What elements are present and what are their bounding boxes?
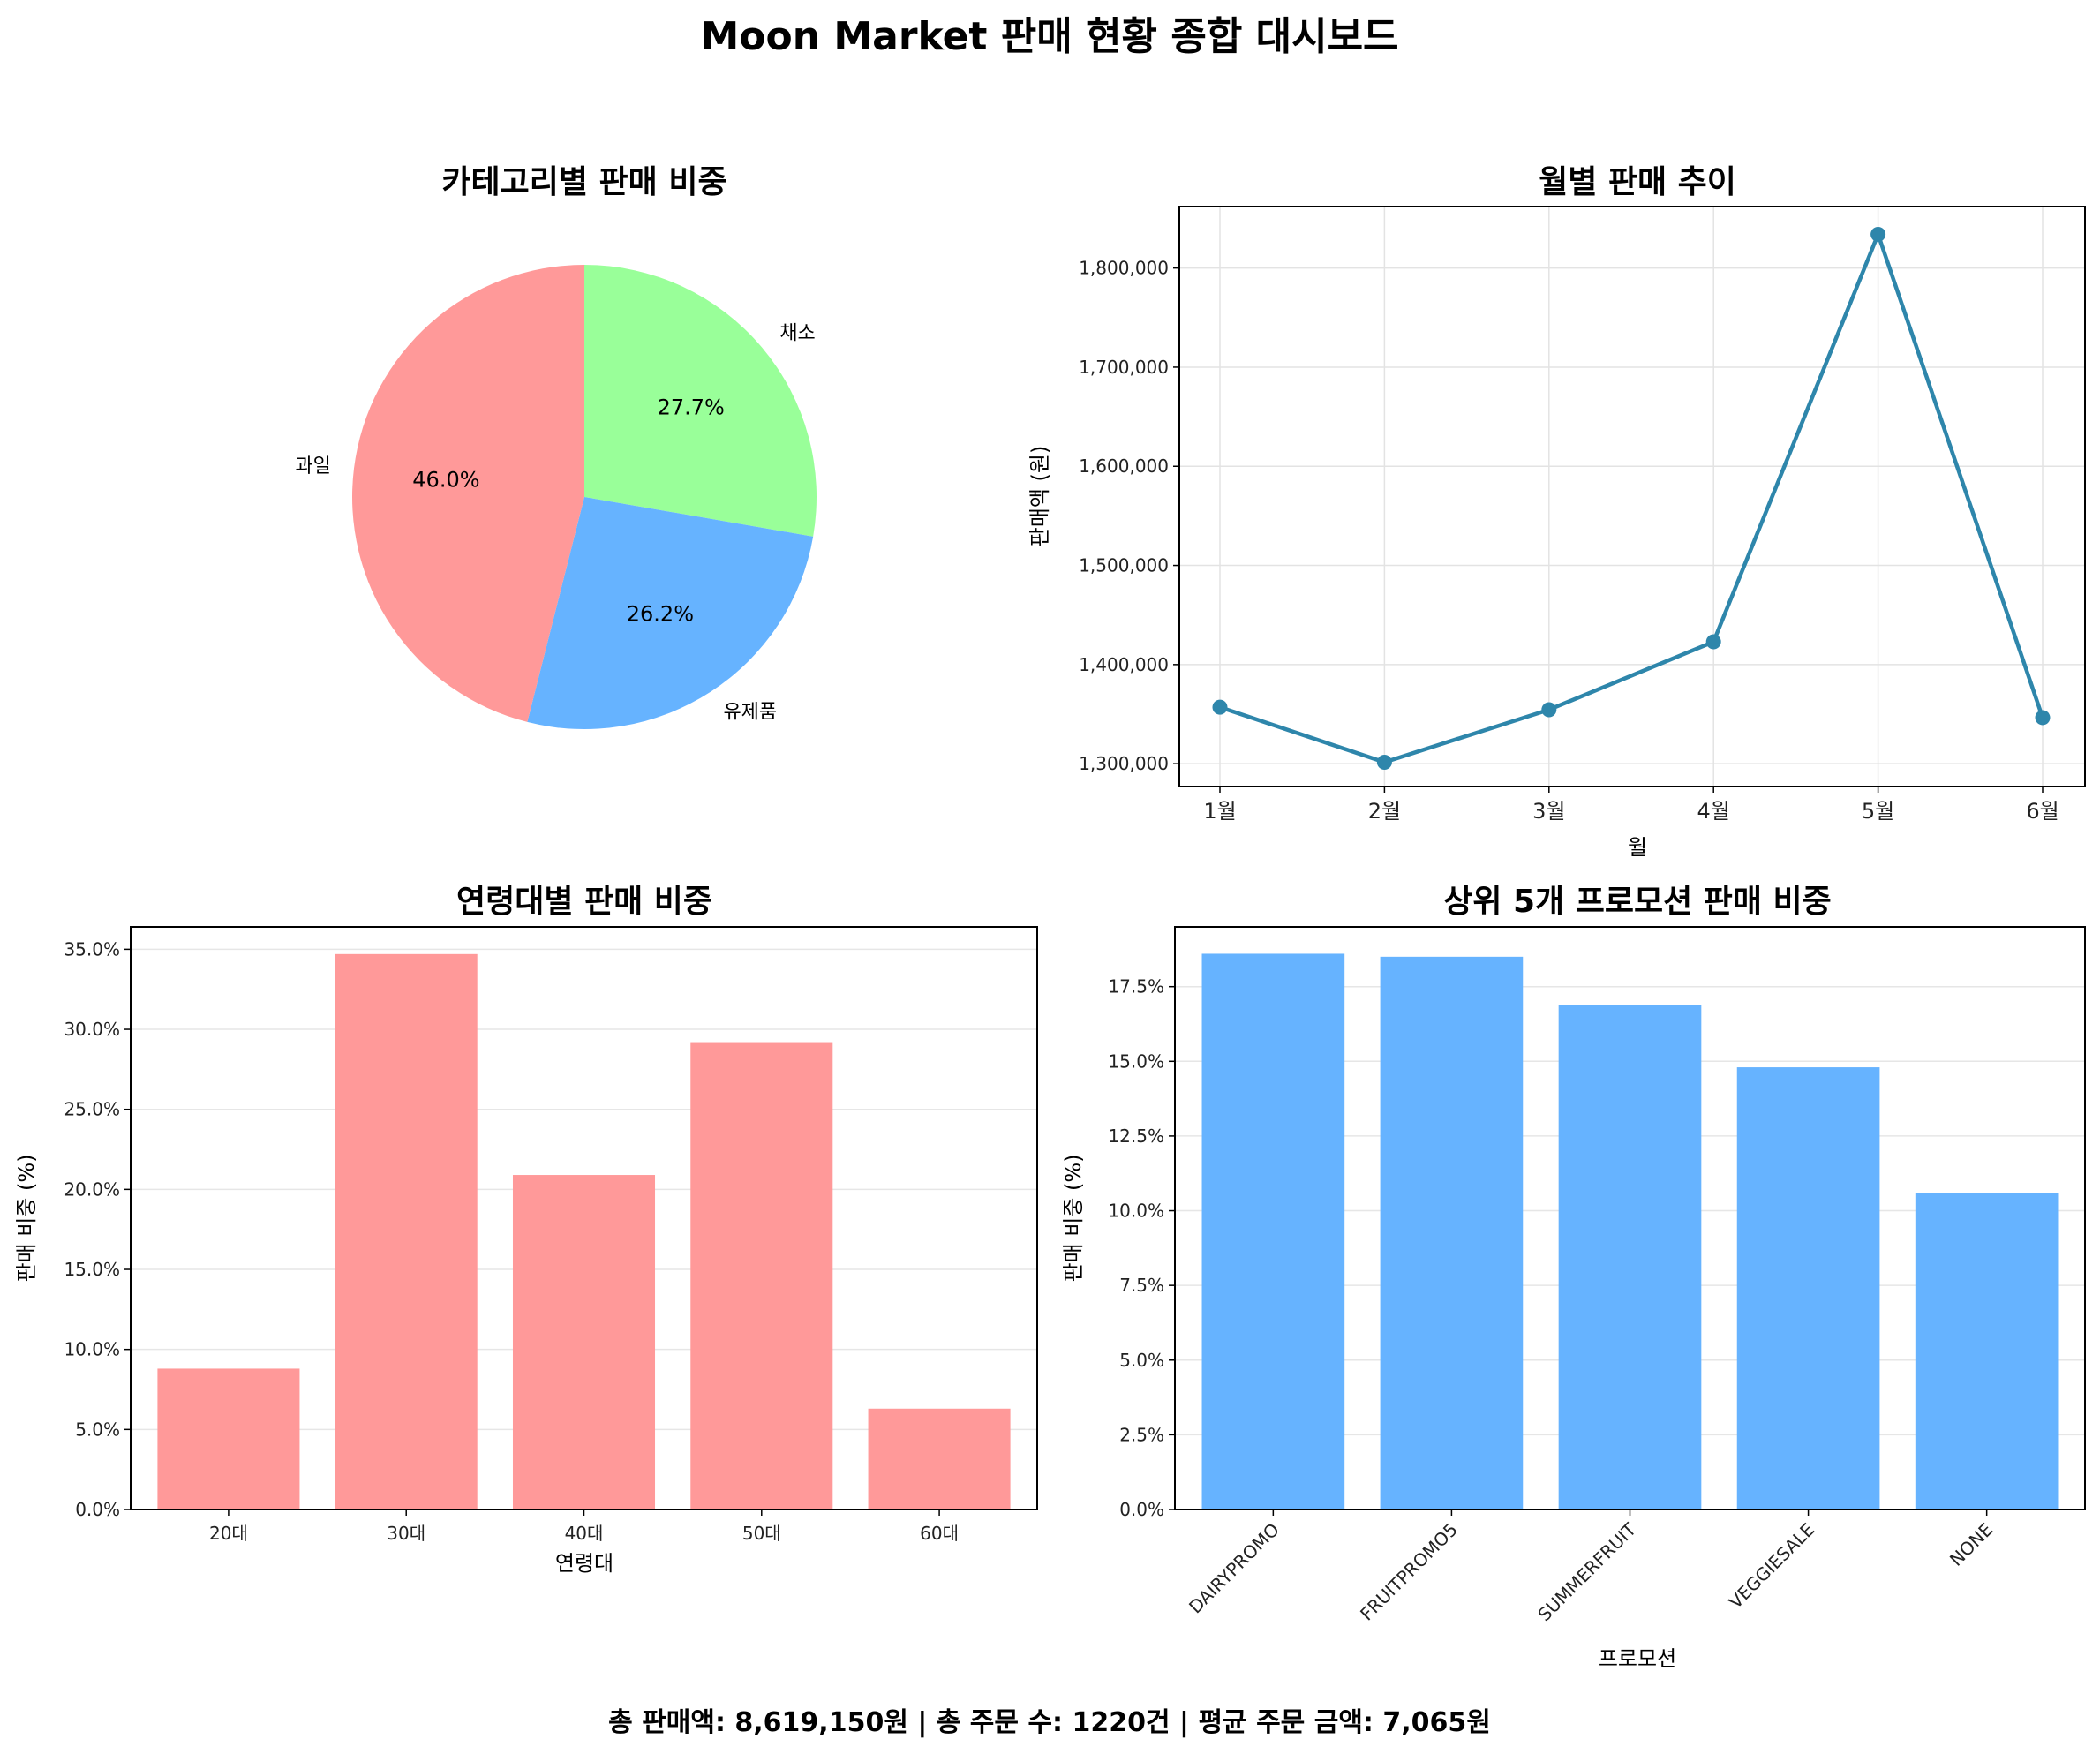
bar — [690, 1042, 833, 1509]
y-tick-label: 20.0% — [64, 1178, 120, 1200]
x-tick-label: NONE — [1946, 1519, 1997, 1570]
sales-point — [1870, 226, 1886, 242]
bar — [157, 1368, 300, 1509]
y-tick-label: 10.0% — [1108, 1201, 1164, 1222]
age-title: 연령대별 판매 비중 — [456, 884, 712, 920]
y-tick-label: 1,400,000 — [1079, 654, 1169, 675]
sales-line — [1219, 232, 2045, 764]
y-tick-label: 7.5% — [1119, 1275, 1164, 1296]
pie-title: 카테고리별 판매 비중 — [441, 164, 726, 200]
x-tick-label: 1월 — [1203, 799, 1236, 824]
x-tick-label: SUMMERFRUIT — [1533, 1518, 1640, 1625]
pie-slice — [352, 265, 584, 722]
y-tick-label: 15.0% — [1108, 1050, 1164, 1072]
bar — [1915, 1193, 2059, 1509]
y-tick-label: 35.0% — [64, 938, 120, 960]
y-tick-label: 17.5% — [1108, 976, 1164, 997]
pie-slice — [584, 265, 817, 537]
age-xlabel: 연령대 — [555, 1551, 613, 1576]
monthly-line-panel: 월별 판매 추이 월 판매액 (원) 1,300,000 1,400,000 1,5… — [1027, 164, 2086, 860]
promo-xlabel: 프로모션 — [1599, 1646, 1676, 1671]
x-tick-label: VEGGIESALE — [1725, 1519, 1818, 1613]
pie-percent-label: 27.7% — [658, 395, 725, 419]
x-tick-label: FRUITPROMO5 — [1356, 1519, 1462, 1625]
y-tick-label: 1,800,000 — [1079, 258, 1169, 279]
y-tick-label: 15.0% — [64, 1259, 120, 1280]
pie-slice — [527, 497, 814, 730]
bar — [335, 953, 478, 1509]
x-tick-label: 6월 — [2026, 799, 2059, 824]
pie-slice-label: 채소 — [779, 323, 815, 345]
y-tick-label: 30.0% — [64, 1019, 120, 1040]
line-ylabel: 판매액 (원) — [1027, 446, 1052, 547]
pie-slice-label: 과일 — [295, 455, 330, 478]
sales-point — [1376, 754, 1392, 770]
y-tick-label: 5.0% — [75, 1419, 120, 1440]
x-tick-label: DAIRYPROMO — [1185, 1519, 1283, 1618]
y-tick-label: 1,600,000 — [1079, 455, 1169, 477]
line-xlabel: 월 — [1628, 835, 1647, 860]
pie-percent-label: 26.2% — [627, 601, 694, 626]
line-title: 월별 판매 추이 — [1539, 164, 1736, 200]
dashboard-title: Moon Market 판매 현황 종합 대시보드 — [700, 14, 1398, 59]
bar — [1201, 953, 1345, 1509]
bar — [1380, 956, 1524, 1509]
sales-point — [1705, 634, 1721, 650]
sales-point — [2035, 710, 2051, 726]
sales-point — [1541, 702, 1557, 718]
promo-title: 상위 5개 프로모션 판매 비중 — [1443, 884, 1832, 920]
x-tick-label: 20대 — [209, 1523, 248, 1544]
y-tick-label: 1,500,000 — [1079, 555, 1169, 576]
y-tick-label: 5.0% — [1119, 1350, 1164, 1371]
x-tick-label: 4월 — [1697, 799, 1730, 824]
x-tick-label: 60대 — [920, 1523, 959, 1544]
x-tick-label: 50대 — [742, 1523, 781, 1544]
pie-percent-label: 46.0% — [412, 467, 479, 492]
pie-slice-label: 유제품 — [723, 702, 777, 724]
age-bar-panel: 연령대별 판매 비중 연령대 판매 비중 (%) 0.0% 5.0% 10.0% 15… — [14, 884, 1038, 1576]
line-plot-frame — [1178, 206, 2086, 787]
category-pie-panel: 카테고리별 판매 비중 채소 27.7% 유제품 26.2% 과일 46.0% — [295, 164, 817, 730]
y-tick-label: 0.0% — [75, 1499, 120, 1520]
y-tick-label: 12.5% — [1108, 1125, 1164, 1147]
bar — [868, 1408, 1011, 1509]
bar — [512, 1175, 656, 1509]
age-ylabel: 판매 비중 (%) — [14, 1154, 39, 1282]
x-tick-label: 5월 — [1862, 799, 1894, 824]
x-tick-label: 30대 — [387, 1523, 425, 1544]
promo-ylabel: 판매 비중 (%) — [1061, 1154, 1086, 1282]
y-tick-label: 2.5% — [1119, 1424, 1164, 1445]
y-tick-label: 1,700,000 — [1079, 357, 1169, 378]
summary-footer: 총 판매액: 8,619,150원 | 총 주문 수: 1220건 | 평균 주… — [608, 1707, 1491, 1738]
sales-point — [1212, 699, 1228, 715]
x-tick-label: 40대 — [565, 1523, 604, 1544]
y-tick-label: 10.0% — [64, 1339, 120, 1360]
y-tick-label: 25.0% — [64, 1099, 120, 1120]
bar — [1736, 1067, 1880, 1509]
y-tick-label: 0.0% — [1119, 1499, 1164, 1520]
y-tick-label: 1,300,000 — [1079, 753, 1169, 774]
promotion-bar-panel: 상위 5개 프로모션 판매 비중 프로모션 판매 비중 (%) 0.0% 2.5%… — [1061, 884, 2086, 1671]
bar — [1558, 1005, 1702, 1509]
x-tick-label: 2월 — [1368, 799, 1401, 824]
x-tick-label: 3월 — [1532, 799, 1565, 824]
